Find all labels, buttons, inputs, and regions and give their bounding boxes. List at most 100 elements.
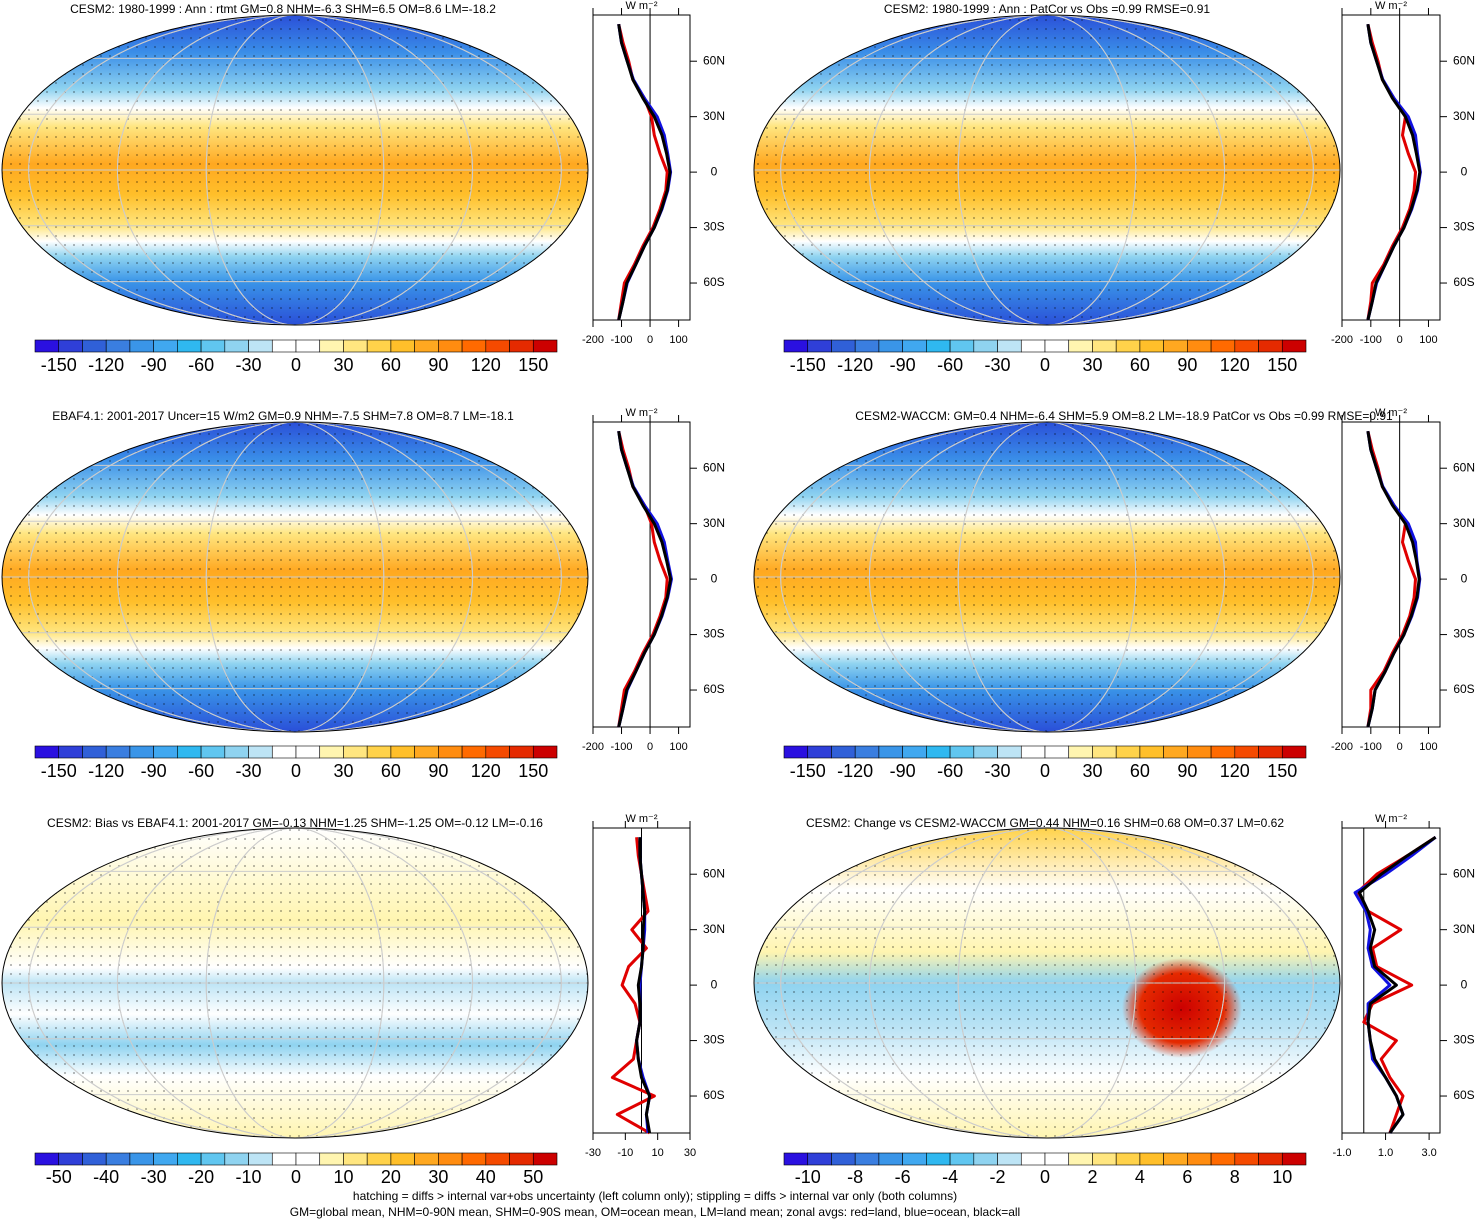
- colorbar-label: -30: [141, 1167, 167, 1187]
- colorbar-box: [200, 339, 226, 353]
- colorbar-box: [878, 339, 903, 353]
- y-tick-label: 60S: [703, 1088, 724, 1102]
- y-tick-label: 30S: [1453, 1033, 1474, 1047]
- y-tick-label: 30S: [1453, 627, 1474, 641]
- colorbar-box: [129, 1152, 154, 1166]
- colorbar-box: [1163, 745, 1188, 759]
- colorbar-label: -6: [895, 1167, 911, 1187]
- colorbar-box: [34, 339, 60, 353]
- colorbar-box: [390, 1152, 415, 1166]
- colorbar-box: [366, 745, 392, 759]
- colorbar-box: [831, 339, 856, 353]
- x-tick-label: 100: [1419, 741, 1437, 753]
- zonal-line: [1366, 23, 1422, 321]
- zonal-line: [617, 23, 672, 321]
- colorbar-box: [461, 745, 487, 759]
- colorbar-box: [58, 339, 83, 353]
- colorbar-box: [926, 1152, 951, 1166]
- colorbar-label: -150: [790, 761, 826, 781]
- panel-title: EBAF4.1: 2001-2017 Uncer=15 W/m2 GM=0.9 …: [52, 409, 514, 423]
- colorbar-label: 10: [333, 1167, 353, 1187]
- y-tick-label: 60S: [703, 682, 724, 696]
- colorbar-box: [807, 339, 832, 353]
- colorbar-box: [390, 745, 415, 759]
- colorbar-box: [1139, 745, 1164, 759]
- colorbar-label: -120: [837, 761, 873, 781]
- y-tick-label: 60S: [703, 275, 724, 289]
- y-tick-label: 30S: [703, 1033, 724, 1047]
- colorbar-box: [105, 339, 131, 353]
- colorbar-box: [783, 745, 809, 759]
- colorbar-label: 30: [1082, 761, 1102, 781]
- x-tick-label: 30: [684, 1147, 696, 1159]
- colorbar-label: 0: [291, 761, 301, 781]
- panel-title: CESM2: Bias vs EBAF4.1: 2001-2017 GM=-0.…: [47, 816, 543, 830]
- colorbar-box: [105, 745, 131, 759]
- colorbar-label: -90: [141, 355, 167, 375]
- x-tick-label: 100: [1419, 334, 1437, 346]
- colorbar-box: [224, 1152, 249, 1166]
- colorbar-label: 30: [1082, 355, 1102, 375]
- colorbar-box: [1044, 339, 1070, 353]
- x-tick-label: 3.0: [1421, 1147, 1436, 1159]
- colorbar-label: 90: [1177, 355, 1197, 375]
- colorbar-box: [177, 339, 202, 353]
- footnote: GM=global mean, NHM=0-90N mean, SHM=0-90…: [290, 1205, 1020, 1219]
- profile-frame: [592, 421, 691, 728]
- colorbar-box: [343, 745, 368, 759]
- colorbar-box: [1139, 339, 1164, 353]
- zonal-line: [617, 430, 673, 728]
- colorbar-box: [1281, 339, 1307, 353]
- colorbar-label: -90: [890, 761, 916, 781]
- x-tick-label: -100: [1360, 334, 1382, 346]
- colorbar-label: -30: [236, 355, 262, 375]
- colorbar-label: -90: [890, 355, 916, 375]
- colorbar-box: [1044, 745, 1070, 759]
- colorbar-box: [319, 1152, 344, 1166]
- colorbar-box: [177, 745, 202, 759]
- colorbar-label: -50: [46, 1167, 72, 1187]
- colorbar-box: [343, 339, 368, 353]
- colorbar-box: [1234, 745, 1259, 759]
- colorbar-label: 4: [1135, 1167, 1145, 1187]
- y-tick-label: 60N: [703, 866, 725, 880]
- colorbar-box: [82, 1152, 107, 1166]
- x-tick-label: 0: [647, 334, 653, 346]
- colorbar-label: 0: [1040, 355, 1050, 375]
- colorbar-label: 150: [1267, 761, 1297, 781]
- colorbar-box: [973, 339, 998, 353]
- colorbar-box: [366, 1152, 392, 1166]
- colorbar-box: [949, 1152, 975, 1166]
- map-border: [1, 827, 589, 1139]
- panel-title: CESM2: 1980-1999 : Ann : rtmt GM=0.8 NHM…: [70, 2, 496, 16]
- colorbar-box: [438, 339, 463, 353]
- colorbar-box: [902, 745, 927, 759]
- y-tick-label: 30N: [1453, 109, 1475, 123]
- colorbar-box: [807, 745, 832, 759]
- units-label: W m⁻²: [625, 0, 657, 12]
- x-tick-label: -10: [617, 1147, 633, 1159]
- colorbar-box: [82, 339, 107, 353]
- x-tick-label: -30: [585, 1147, 601, 1159]
- colorbar-box: [390, 339, 415, 353]
- colorbar-label: -90: [141, 761, 167, 781]
- map-border: [1, 14, 589, 326]
- y-tick-label: 0: [1461, 164, 1468, 178]
- colorbar-box: [997, 1152, 1022, 1166]
- colorbar-box: [854, 1152, 880, 1166]
- colorbar-label: -60: [188, 761, 214, 781]
- colorbar-box: [153, 745, 178, 759]
- colorbar-box: [414, 339, 439, 353]
- units-label: W m⁻²: [1375, 0, 1407, 12]
- y-tick-label: 0: [1461, 977, 1468, 991]
- colorbar-label: 30: [333, 761, 353, 781]
- colorbar-box: [1092, 1152, 1117, 1166]
- map-border: [1, 421, 589, 733]
- colorbar-box: [1068, 745, 1093, 759]
- units-label: W m⁻²: [625, 813, 657, 825]
- colorbar-box: [1234, 339, 1259, 353]
- colorbar-label: 120: [471, 355, 501, 375]
- colorbar-box: [461, 339, 487, 353]
- y-tick-label: 60N: [703, 460, 725, 474]
- colorbar-label: 20: [381, 1167, 401, 1187]
